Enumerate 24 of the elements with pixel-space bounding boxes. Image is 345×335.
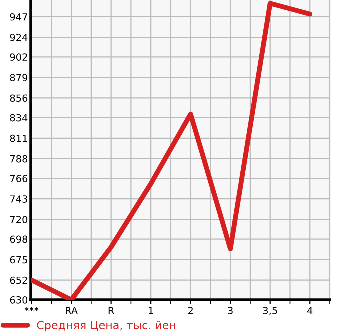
x-tick-label: 4	[308, 307, 313, 314]
y-tick-label: 652	[10, 276, 28, 284]
y-tick-label: 743	[10, 196, 28, 203]
x-tick-label: 3	[228, 307, 233, 314]
y-tick-label: 856	[10, 94, 28, 102]
y-tick-label: 834	[10, 114, 28, 122]
y-tick-label: 947	[10, 13, 28, 21]
y-tick-label: 766	[10, 175, 28, 182]
y-tick-label: 788	[10, 155, 28, 163]
y-tick-label: 879	[10, 74, 28, 82]
x-tick-label: ***	[24, 307, 39, 312]
y-tick-label: 698	[10, 236, 28, 244]
y-tick-label: 902	[10, 54, 28, 61]
legend-label: Средняя Цена, тыс. йен	[37, 320, 176, 332]
y-tick-label: 675	[10, 256, 28, 264]
y-tick-label: 924	[10, 34, 28, 42]
x-tick-label: 1	[149, 307, 154, 314]
x-tick-label: 3,5	[263, 307, 278, 316]
x-tick-label: RA	[66, 307, 78, 314]
y-tick-label: 720	[10, 216, 28, 224]
y-tick-label: 811	[10, 134, 28, 142]
x-tick-label: 2	[188, 307, 193, 314]
x-tick-label: R	[108, 307, 114, 314]
y-tick-label: 630	[10, 296, 28, 304]
